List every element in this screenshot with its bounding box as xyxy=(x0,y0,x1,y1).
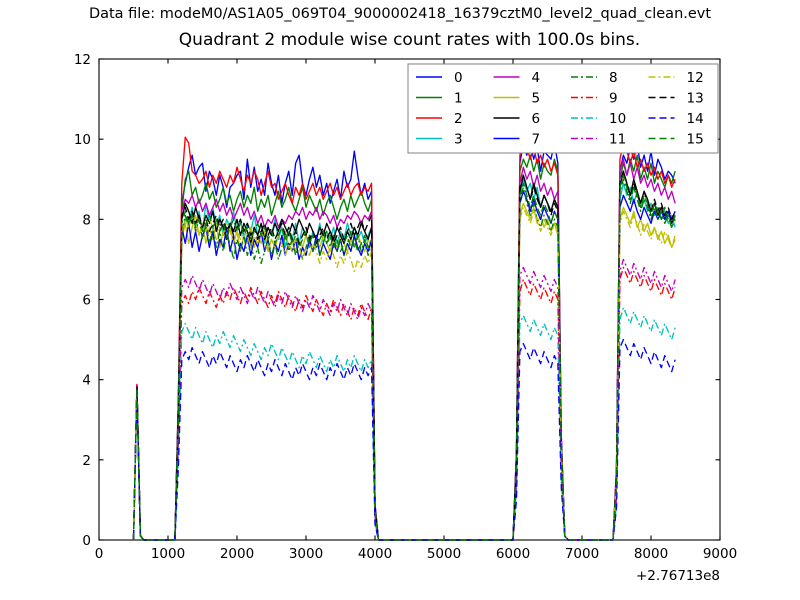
y-tick-label: 2 xyxy=(82,453,91,469)
series-line-13 xyxy=(132,170,676,541)
y-tick-label: 0 xyxy=(82,533,91,549)
series-line-10 xyxy=(132,306,676,541)
legend-label-0[interactable]: 0 xyxy=(454,70,463,86)
data-file-label: Data file: modeM0/AS1A05_069T04_90000024… xyxy=(88,6,712,22)
x-tick-label: 7000 xyxy=(565,546,599,562)
series-line-1 xyxy=(132,154,676,541)
series-line-7 xyxy=(132,190,676,541)
series-line-15 xyxy=(132,174,676,541)
legend-label-11[interactable]: 11 xyxy=(609,132,626,148)
series-line-14 xyxy=(132,338,676,541)
legend-label-14[interactable]: 14 xyxy=(687,111,704,127)
series-group xyxy=(132,134,676,541)
x-tick-label: 6000 xyxy=(496,546,530,562)
series-line-9 xyxy=(132,266,676,541)
x-tick-label: 8000 xyxy=(634,546,668,562)
legend-label-15[interactable]: 15 xyxy=(687,132,704,148)
legend-label-10[interactable]: 10 xyxy=(609,111,626,127)
legend-label-13[interactable]: 13 xyxy=(687,91,704,107)
x-tick-label: 9000 xyxy=(703,546,737,562)
y-tick-label: 10 xyxy=(74,132,91,148)
legend-label-4[interactable]: 4 xyxy=(532,70,541,86)
y-tick-label: 12 xyxy=(74,52,91,68)
legend-label-5[interactable]: 5 xyxy=(532,91,541,107)
x-tick-label: 5000 xyxy=(427,546,461,562)
series-line-2 xyxy=(132,134,676,541)
x-tick-label: 3000 xyxy=(289,546,323,562)
y-tick-label: 8 xyxy=(82,212,91,228)
legend-label-2[interactable]: 2 xyxy=(454,111,463,127)
x-axis-offset-label: +2.76713e8 xyxy=(636,568,720,584)
y-tick-label: 4 xyxy=(82,373,91,389)
legend-frame xyxy=(407,63,719,154)
legend-label-1[interactable]: 1 xyxy=(454,91,463,107)
legend-label-9[interactable]: 9 xyxy=(609,91,618,107)
x-tick-label: 2000 xyxy=(220,546,254,562)
legend-label-6[interactable]: 6 xyxy=(532,111,541,127)
legend-label-12[interactable]: 12 xyxy=(687,70,704,86)
legend-label-8[interactable]: 8 xyxy=(609,70,618,86)
page-title: Quadrant 2 module wise count rates with … xyxy=(178,30,641,50)
legend-label-3[interactable]: 3 xyxy=(454,132,463,148)
series-line-11 xyxy=(132,258,676,541)
legend-label-7[interactable]: 7 xyxy=(532,132,541,148)
series-line-12 xyxy=(132,206,676,541)
x-tick-label: 0 xyxy=(95,546,104,562)
series-line-6 xyxy=(132,170,676,541)
x-tick-label: 1000 xyxy=(151,546,185,562)
series-line-5 xyxy=(132,202,676,541)
y-tick-label: 6 xyxy=(82,293,91,309)
x-tick-label: 4000 xyxy=(358,546,392,562)
